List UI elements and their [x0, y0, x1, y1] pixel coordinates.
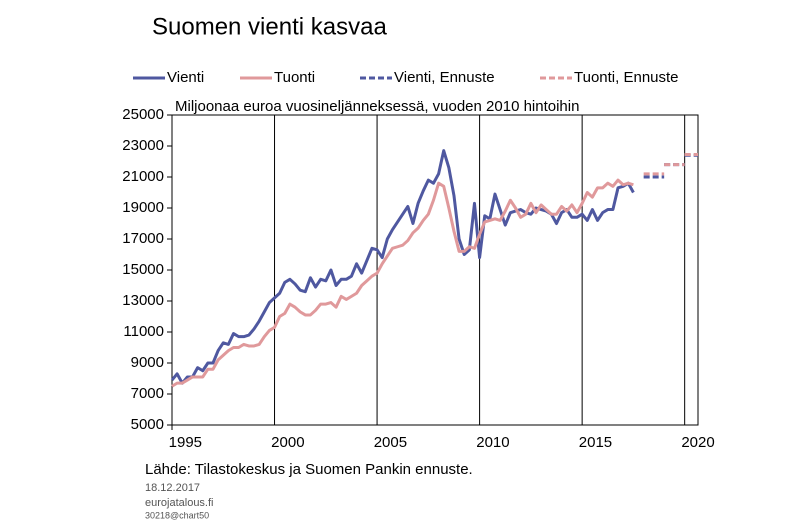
x-tick-label: 2015 [579, 434, 612, 451]
y-tick-label: 25000 [122, 106, 164, 123]
x-tick-label: 2000 [271, 434, 304, 451]
series-line [171, 178, 634, 388]
y-tick-label: 19000 [122, 199, 164, 216]
legend-label: Tuonti [274, 69, 315, 86]
x-tick-label: 1995 [169, 434, 202, 451]
y-tick-label: 15000 [122, 261, 164, 278]
x-tick-label: 2020 [681, 434, 714, 451]
x-tick-label: 2010 [476, 434, 509, 451]
legend-label: Vienti, Ennuste [394, 69, 495, 86]
y-tick-label: 21000 [122, 168, 164, 185]
y-tick-label: 5000 [131, 416, 164, 433]
footer-code: 30218@chart50 [145, 510, 209, 520]
source-note: Lähde: Tilastokeskus ja Suomen Pankin en… [145, 461, 473, 478]
y-tick-label: 13000 [122, 292, 164, 309]
y-tick-label: 23000 [122, 137, 164, 154]
legend-label: Tuonti, Ennuste [574, 69, 679, 86]
y-tick-label: 7000 [131, 385, 164, 402]
footer-site: eurojatalous.fi [145, 497, 214, 509]
footer-date: 18.12.2017 [145, 482, 200, 494]
y-tick-label: 11000 [123, 323, 164, 340]
y-tick-label: 9000 [131, 354, 164, 371]
legend-label: Vienti [167, 69, 204, 86]
series-line [170, 149, 635, 385]
x-tick-label: 2005 [374, 434, 407, 451]
plot-area [171, 114, 699, 426]
y-tick-label: 17000 [122, 230, 164, 247]
chart-title: Suomen vienti kasvaa [152, 13, 387, 40]
chart-subtitle: Miljoonaa euroa vuosineljänneksessä, vuo… [175, 98, 579, 115]
